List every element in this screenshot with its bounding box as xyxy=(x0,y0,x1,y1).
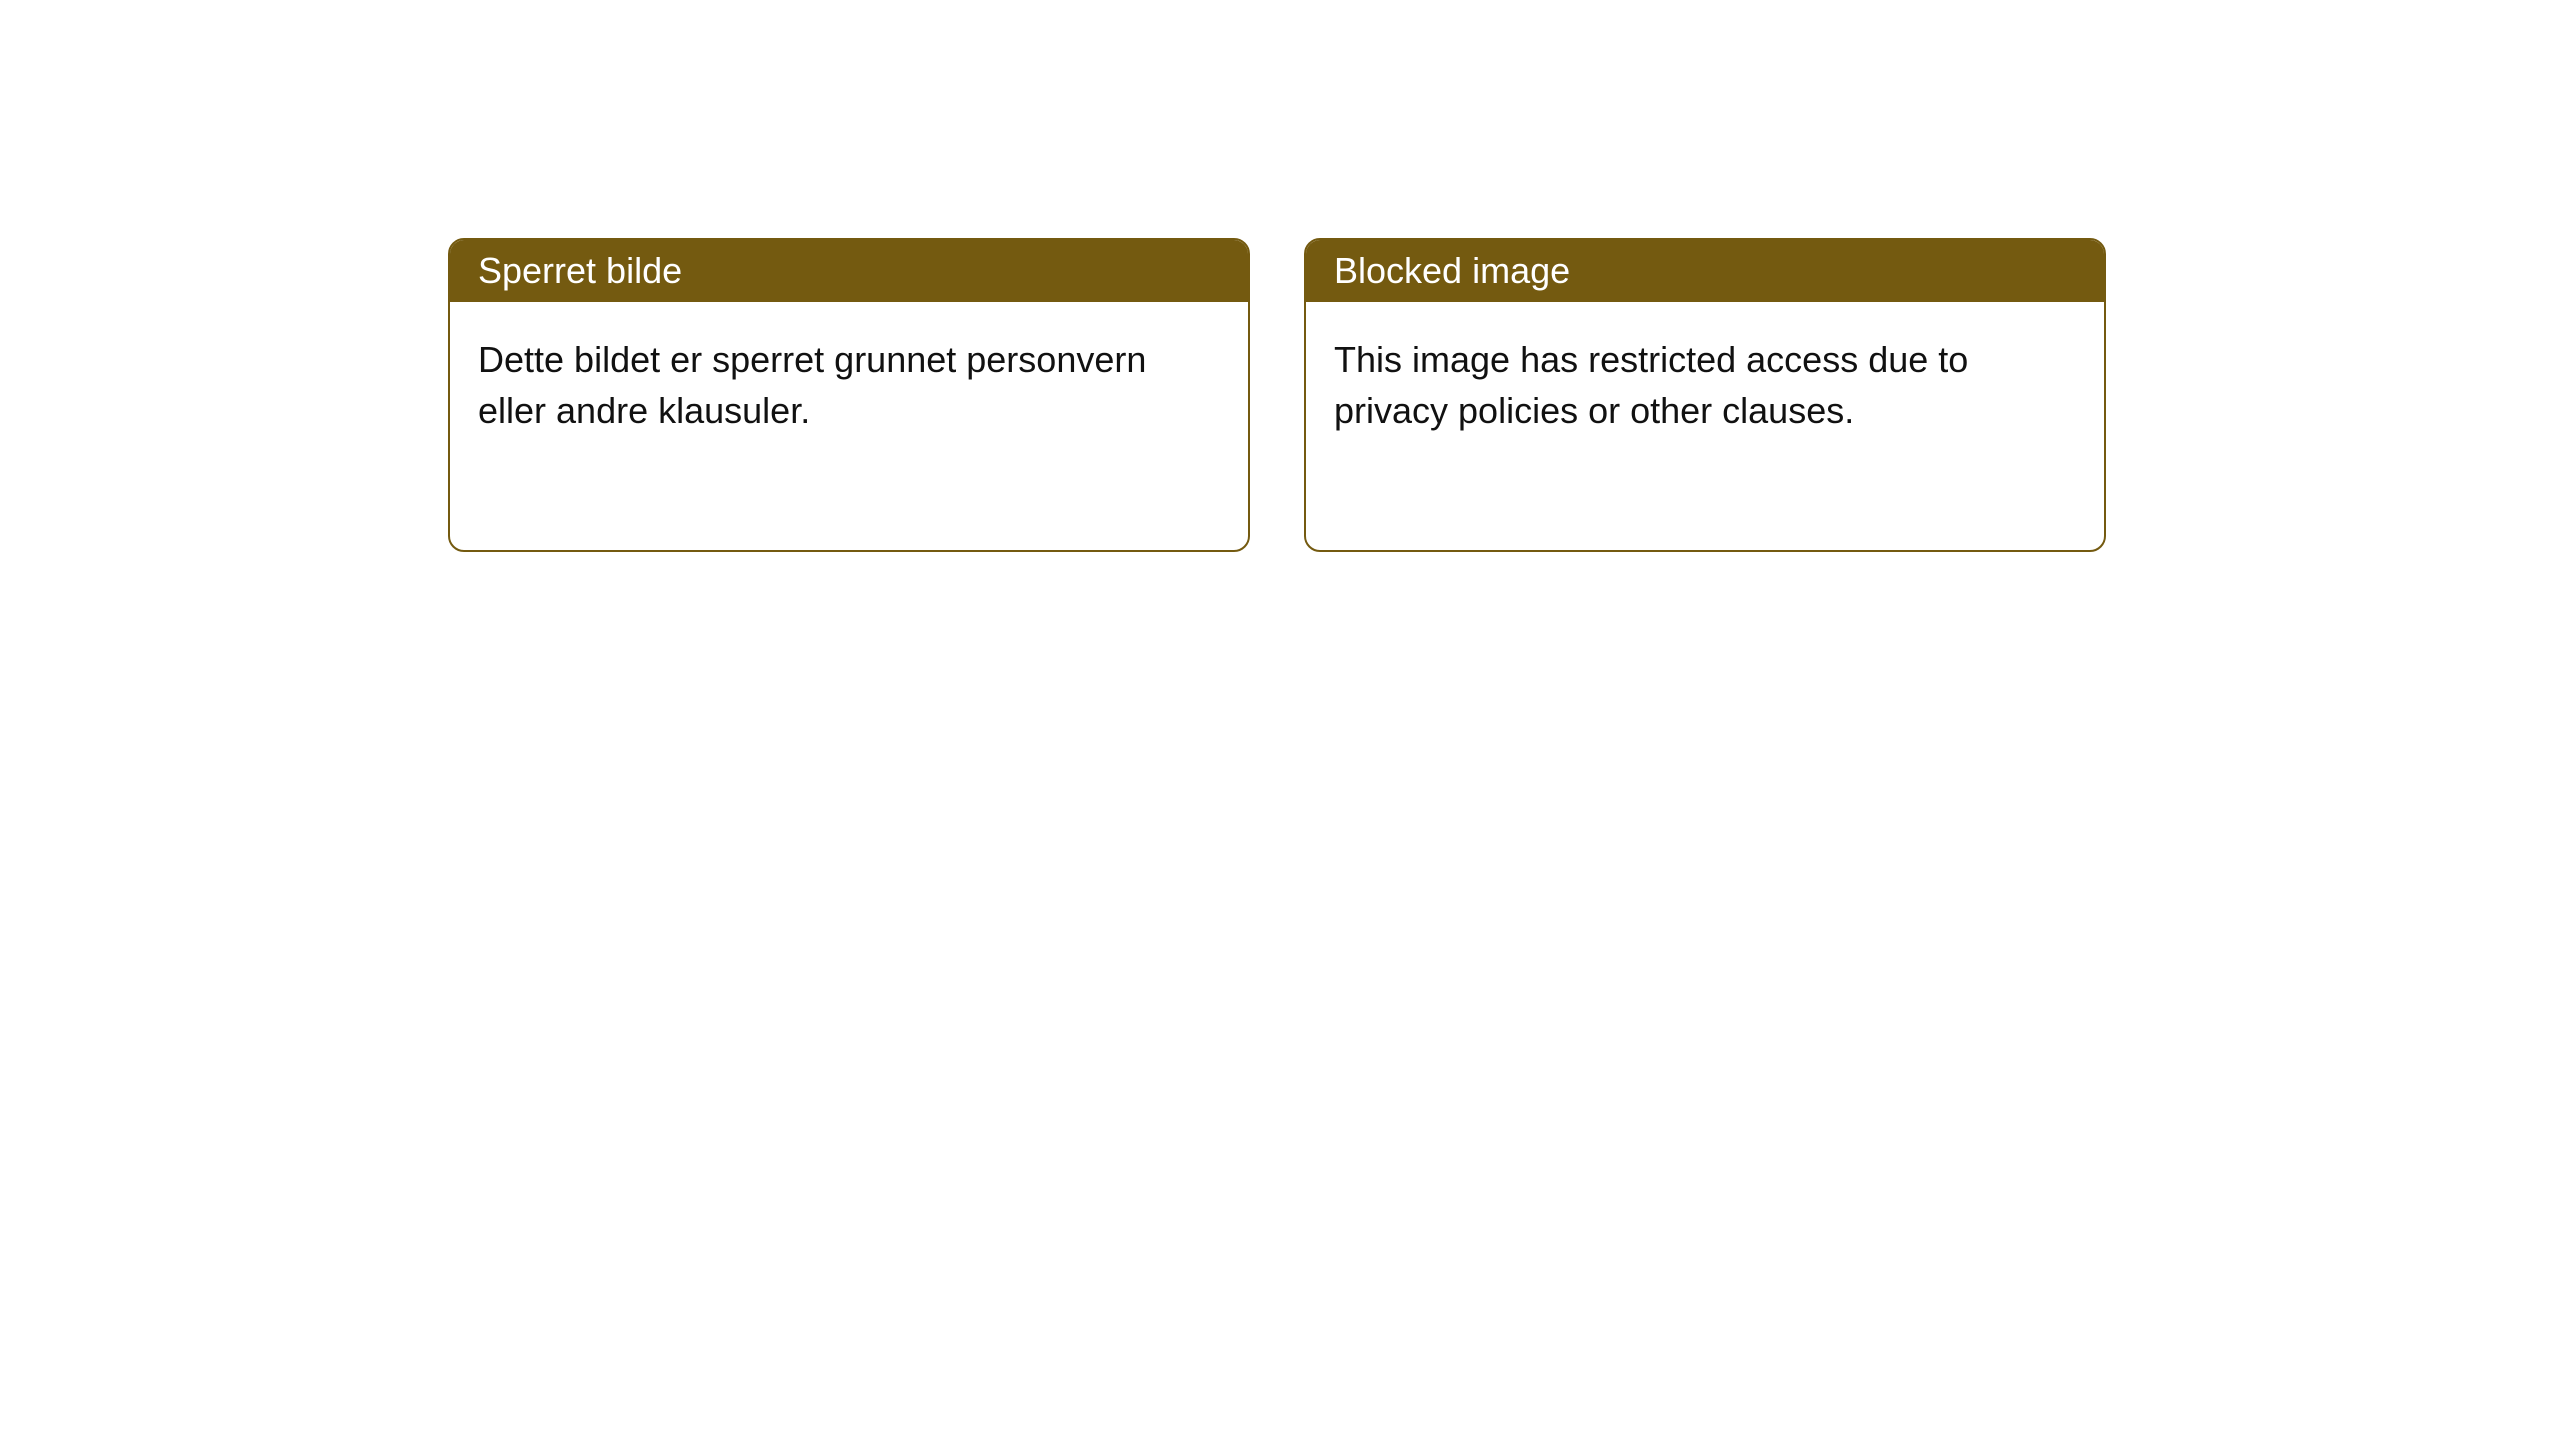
notice-body: Dette bildet er sperret grunnet personve… xyxy=(450,302,1248,550)
notice-container: Sperret bilde Dette bildet er sperret gr… xyxy=(448,238,2106,552)
notice-title: Blocked image xyxy=(1306,240,2104,302)
notice-card-english: Blocked image This image has restricted … xyxy=(1304,238,2106,552)
notice-card-norwegian: Sperret bilde Dette bildet er sperret gr… xyxy=(448,238,1250,552)
notice-title: Sperret bilde xyxy=(450,240,1248,302)
notice-body: This image has restricted access due to … xyxy=(1306,302,2104,550)
